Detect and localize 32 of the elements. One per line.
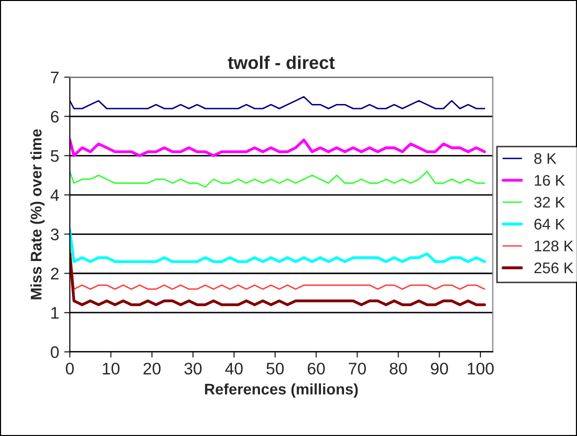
x-tick-label: 90 xyxy=(430,362,448,375)
x-tick-label: 30 xyxy=(184,362,202,375)
y-tick-label: 4 xyxy=(50,189,59,201)
chart-title: twolf - direct xyxy=(228,56,335,70)
y-tick-label: 6 xyxy=(50,110,59,123)
y-tick-label: 3 xyxy=(50,228,59,240)
y-tick-label: 2 xyxy=(50,268,59,280)
x-tick-label: 80 xyxy=(390,362,407,375)
legend-label: 16 K xyxy=(534,174,565,186)
x-axis-title: References (millions) xyxy=(205,383,358,398)
y-axis-title: Miss Rate (%) over time xyxy=(30,129,45,300)
legend-label: 32 K xyxy=(534,196,565,208)
line-series xyxy=(70,228,486,263)
y-tick-label: 5 xyxy=(50,150,59,162)
x-tick-label: 50 xyxy=(266,362,284,375)
legend-label: 128 K xyxy=(534,240,574,252)
x-tick-label: 40 xyxy=(225,362,243,375)
y-tick-label: 1 xyxy=(51,307,59,319)
line-series xyxy=(70,96,486,110)
line-series xyxy=(70,170,486,188)
x-tick-label: 60 xyxy=(308,362,325,375)
x-tick-label: 0 xyxy=(66,362,74,375)
y-tick-label: 0 xyxy=(50,346,59,358)
legend-label: 256 K xyxy=(534,262,574,274)
y-tick-label: 7 xyxy=(50,72,59,84)
legend-label: 64 K xyxy=(534,218,565,230)
line-series xyxy=(70,138,486,158)
legend-label: 8 K xyxy=(534,153,556,164)
x-tick-label: 70 xyxy=(348,362,366,375)
x-tick-label: 20 xyxy=(144,362,161,375)
x-tick-label: 10 xyxy=(102,362,120,375)
x-tick-label: 100 xyxy=(468,362,494,375)
